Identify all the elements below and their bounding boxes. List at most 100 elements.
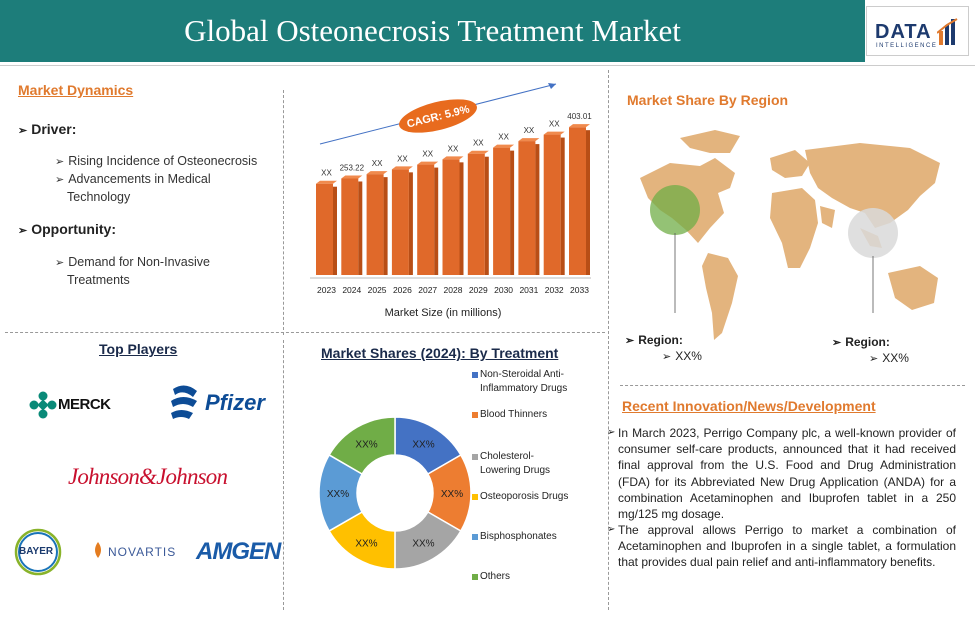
divider-mid-vertical xyxy=(608,70,609,610)
jnj-logo: Johnson&Johnson xyxy=(68,460,238,496)
divider-right-horizontal xyxy=(620,385,965,386)
legend-item: Osteoporosis Drugs xyxy=(472,490,570,504)
novartis-logo: NOVARTIS xyxy=(90,526,176,578)
legend-swatch xyxy=(472,534,478,540)
bar xyxy=(493,147,511,275)
driver-item: ➢ Advancements in Medical Technology xyxy=(55,172,211,204)
divider-top xyxy=(0,65,975,66)
bullet-arrow-icon: ➢ xyxy=(607,427,616,438)
bar-data-label: XX xyxy=(524,126,535,135)
bar-top xyxy=(366,171,388,175)
chevron-right-icon: ➢ xyxy=(55,257,65,269)
chevron-right-icon: ➢ xyxy=(18,125,28,137)
bar-side xyxy=(434,167,439,275)
logo-bars-icon xyxy=(937,18,958,45)
logo-subtext: INTELLIGENCE xyxy=(876,43,938,49)
divider-left-vertical xyxy=(283,90,284,335)
opportunity-label: Opportunity: xyxy=(31,221,116,237)
bar-top xyxy=(417,161,439,165)
bar xyxy=(366,174,384,275)
market-dynamics-title: Market Dynamics xyxy=(18,82,134,98)
bar xyxy=(442,159,460,275)
legend-swatch xyxy=(472,372,478,378)
opportunity-item: ➢ Demand for Non-Invasive Treatments xyxy=(55,255,210,287)
bar-data-label: XX xyxy=(448,144,459,153)
legend-item: Others xyxy=(472,570,570,584)
bar-data-label: XX xyxy=(498,133,509,142)
x-axis-label: Market Size (in millions) xyxy=(385,307,502,319)
legend-label: Blood Thinners xyxy=(480,409,548,420)
x-tick-label: 2024 xyxy=(342,285,361,295)
bar-side xyxy=(510,150,515,275)
legend-label: Bisphosphonates xyxy=(480,531,557,542)
region-value-2: ➢ XX% xyxy=(869,351,909,365)
legend-item: Cholesterol-Lowering Drugs xyxy=(472,450,570,478)
company-logo: DATA INTELLIGENCE xyxy=(866,6,969,56)
page-title: Global Osteonecrosis Treatment Market xyxy=(184,13,681,48)
merck-logo-text: MERCK xyxy=(58,396,111,413)
bar xyxy=(543,134,561,275)
amgen-logo-text: AMGEN xyxy=(196,538,281,565)
news-item: ➢ In March 2023, Perrigo Company plc, a w… xyxy=(607,426,956,522)
slice-data-label: XX% xyxy=(441,489,463,500)
donut-slice xyxy=(328,416,396,475)
bar-data-label: XX xyxy=(372,159,383,168)
region-label-1: ➢ Region: xyxy=(625,333,683,347)
pfizer-logo-icon xyxy=(171,385,197,419)
driver-heading: ➢ Driver: xyxy=(18,121,76,137)
region-value-1: ➢ XX% xyxy=(662,349,702,363)
chevron-right-icon: ➢ xyxy=(55,156,65,168)
region-highlight-north-america xyxy=(650,185,700,235)
legend-swatch xyxy=(472,574,478,580)
jnj-logo-text: Johnson&Johnson xyxy=(68,464,228,489)
bayer-cross-icon xyxy=(14,528,62,576)
amgen-logo: AMGEN xyxy=(194,526,281,578)
novartis-flame-icon xyxy=(95,542,101,558)
bar-top xyxy=(569,124,590,128)
bar xyxy=(569,127,586,275)
merck-logo: MERCK xyxy=(18,369,118,441)
bullet-arrow-icon: ➢ xyxy=(607,524,616,535)
donut-chart-title: Market Shares (2024): By Treatment xyxy=(321,345,559,361)
legend-label: Osteoporosis Drugs xyxy=(480,491,569,502)
x-tick-label: 2031 xyxy=(519,285,538,295)
bar xyxy=(316,183,333,275)
world-map xyxy=(640,130,940,340)
pfizer-logo-text: Pfizer xyxy=(205,390,265,415)
bar-side xyxy=(586,130,590,275)
x-tick-label: 2033 xyxy=(570,285,589,295)
bar-side xyxy=(358,181,363,275)
news-title: Recent Innovation/News/Development xyxy=(622,398,876,414)
bar xyxy=(467,153,485,275)
bar-side xyxy=(459,162,464,275)
bar xyxy=(391,169,409,275)
x-tick-label: 2027 xyxy=(418,285,437,295)
x-tick-label: 2032 xyxy=(545,285,564,295)
legend-label: Cholesterol-Lowering Drugs xyxy=(480,451,551,476)
cagr-arrowhead xyxy=(548,83,556,89)
bar-top xyxy=(493,144,515,148)
top-players-title: Top Players xyxy=(99,341,178,357)
bar-data-label: XX xyxy=(549,120,560,129)
bar-top xyxy=(341,175,363,179)
bar-data-label: XX xyxy=(321,169,332,178)
novartis-logo-text: NOVARTIS xyxy=(108,545,177,559)
x-tick-label: 2030 xyxy=(494,285,513,295)
news-item: ➢ The approval allows Perrigo to market a… xyxy=(607,523,956,570)
logo-text: DATA xyxy=(875,21,932,43)
bar-top xyxy=(442,156,464,160)
x-tick-label: 2029 xyxy=(469,285,488,295)
legend-label: Non-Steroidal Anti-Inflammatory Drugs xyxy=(480,369,568,394)
chevron-right-icon: ➢ xyxy=(869,353,879,365)
divider-bottom-vertical xyxy=(283,340,284,610)
slice-data-label: XX% xyxy=(355,538,377,549)
region-label-2: ➢ Region: xyxy=(832,335,890,349)
legend-swatch xyxy=(472,454,478,460)
pfizer-logo: Pfizer xyxy=(165,379,265,429)
bar-top xyxy=(316,180,337,184)
bar xyxy=(417,164,435,275)
bar-data-label: XX xyxy=(397,154,408,163)
x-tick-label: 2023 xyxy=(317,285,336,295)
cagr-badge: CAGR: 5.9% xyxy=(399,99,477,133)
legend-item: Non-Steroidal Anti-Inflammatory Drugs xyxy=(472,368,570,396)
